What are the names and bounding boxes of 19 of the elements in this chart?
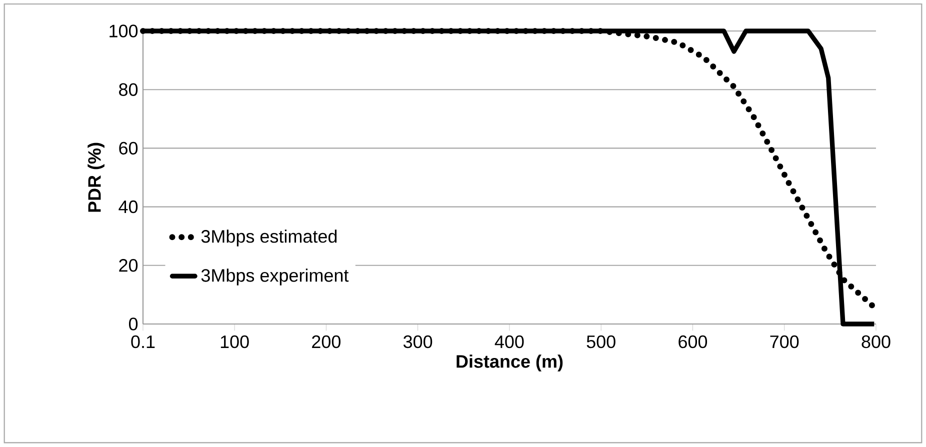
x-tick-label: 600 [678, 335, 708, 348]
x-axis-title: Distance (m) [456, 354, 563, 372]
x-tick-label: 800 [862, 335, 890, 348]
x-tick-label: 500 [586, 335, 616, 348]
legend-label: 3Mbps experiment [201, 268, 349, 286]
x-tick-label: 400 [494, 335, 524, 348]
x-tick-label: 0.1 [131, 335, 155, 348]
y-tick-label: 80 [119, 83, 138, 96]
x-tick-label: 200 [312, 335, 340, 348]
legend-label: 3Mbps estimated [201, 230, 337, 246]
y-axis-title: PDR (%) [88, 142, 104, 212]
x-tick-label: 700 [770, 335, 799, 348]
y-tick-label: 0 [128, 318, 138, 330]
y-tick-label: 40 [118, 200, 138, 214]
y-tick-label: 60 [119, 142, 138, 155]
y-tick-label: 100 [110, 24, 138, 38]
x-tick-label: 300 [403, 335, 432, 348]
y-tick-label: 20 [119, 259, 138, 272]
x-tick-label: 100 [220, 335, 249, 348]
